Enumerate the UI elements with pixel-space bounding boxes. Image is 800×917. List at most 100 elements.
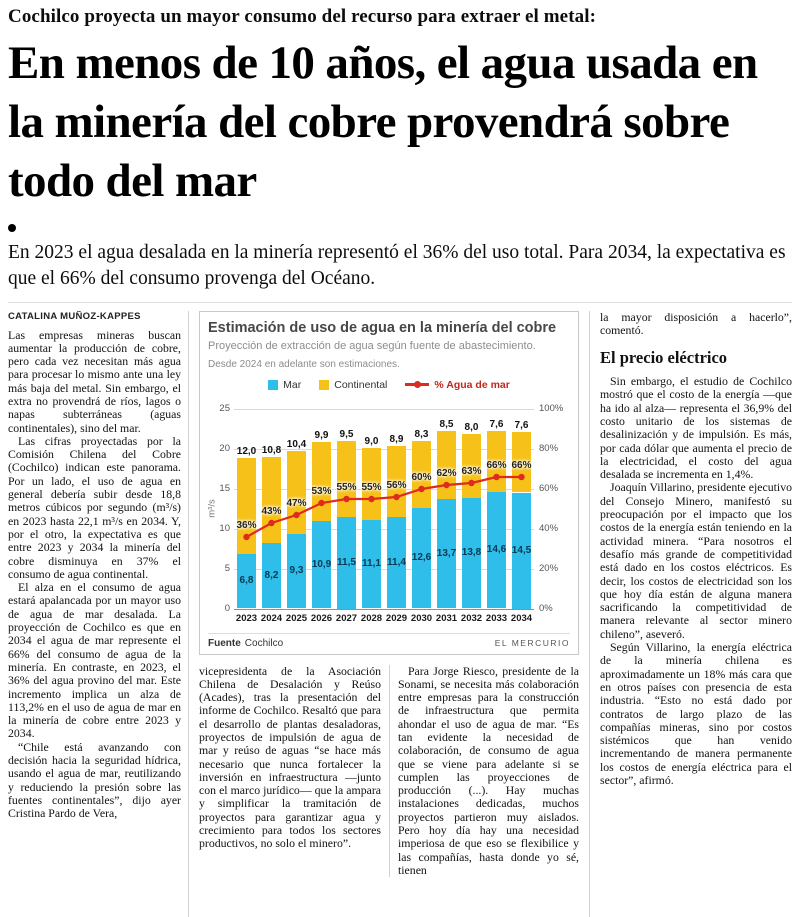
gridline — [234, 608, 534, 610]
mar-value-label: 10,9 — [311, 558, 332, 570]
kicker: Cochilco proyecta un mayor consumo del r… — [8, 6, 597, 27]
bar-mar — [512, 492, 531, 609]
legend-label: % Agua de mar — [434, 378, 510, 391]
line-percent-label: 55% — [361, 481, 382, 493]
mar-value-label: 6,8 — [239, 575, 254, 587]
line-percent-label: 62% — [436, 467, 457, 479]
line-percent-label: 53% — [311, 485, 332, 497]
line-percent-label: 55% — [336, 481, 357, 493]
bar-mar — [337, 516, 356, 609]
bar-mar — [312, 521, 331, 609]
center-column: Estimación de uso de agua en la minería … — [188, 310, 590, 917]
bar-continental — [437, 430, 456, 499]
gridline — [234, 568, 534, 570]
continental-value-label: 8,3 — [414, 429, 429, 441]
bar-mar — [437, 498, 456, 609]
mar-value-label: 14,6 — [486, 544, 507, 556]
bar-continental — [387, 446, 406, 518]
continental-value-label: 9,0 — [364, 435, 379, 447]
line-percent-label: 63% — [461, 465, 482, 477]
bar-mar — [387, 517, 406, 609]
continental-value-label: 10,4 — [286, 438, 307, 450]
y-axis-tick-left: 10 — [219, 522, 230, 534]
continental-value-label: 7,6 — [489, 418, 504, 430]
article-paragraph: “Chile está avanzando con decisión hacia… — [8, 739, 181, 821]
line-percent-label: 47% — [286, 497, 307, 509]
gridline — [234, 408, 534, 410]
bar-mar — [412, 507, 431, 609]
line-percent-label: 56% — [386, 479, 407, 491]
continental-value-label: 7,6 — [514, 419, 529, 431]
legend-label: Continental — [334, 378, 388, 391]
y-axis-tick-right: 40% — [539, 522, 559, 534]
mar-value-label: 11,4 — [387, 556, 406, 568]
mar-value-label: 8,2 — [264, 569, 279, 581]
x-axis-label: 2029 — [385, 612, 408, 624]
article-paragraph: Para Jorge Riesco, presidente de la Sona… — [398, 664, 579, 877]
bar-mar — [487, 491, 506, 609]
article-paragraph: Joaquín Villarino, presidente ejecutivo … — [600, 480, 792, 641]
gridline — [234, 528, 534, 530]
article-paragraph: la mayor disposición a hacerlo”, comentó… — [600, 310, 792, 337]
mar-value-label: 13,8 — [461, 547, 482, 559]
line-percent-label: 60% — [411, 471, 432, 483]
mid-left-column: vicepresidenta de la Asociación Chilena … — [199, 665, 389, 878]
article-paragraph: Las cifras proyectadas por la Comisión C… — [8, 433, 181, 581]
mar-value-label: 11,1 — [362, 558, 381, 570]
gridline — [234, 448, 534, 450]
line-percent-label: 66% — [511, 459, 532, 471]
legend-label: Mar — [283, 378, 302, 391]
continental-value-label: 9,9 — [314, 430, 329, 442]
y-axis-tick-left: 25 — [219, 402, 230, 414]
y-axis-tick-left: 0 — [224, 602, 230, 614]
mar-value-label: 14,5 — [511, 544, 532, 556]
chart-source-row: Fuente Cochilco EL MERCURIO — [208, 632, 570, 649]
continental-value-label: 8,0 — [464, 422, 479, 434]
article-paragraph: Las empresas mineras buscan aumentar la … — [8, 327, 181, 435]
bar-mar — [462, 498, 481, 609]
x-axis-label: 2023 — [235, 612, 258, 624]
y-axis-tick-right: 20% — [539, 562, 559, 574]
bar-continental — [237, 458, 256, 555]
x-axis-label: 2031 — [435, 612, 458, 624]
legend-item-mar: Mar — [268, 379, 301, 391]
y-axis-tick-left: 15 — [219, 482, 230, 494]
y-axis-tick-left: 5 — [224, 562, 230, 574]
chart-source: Fuente Cochilco — [208, 638, 283, 649]
y-axis-tick-left: 20 — [219, 442, 230, 454]
x-axis-label: 2026 — [310, 612, 333, 624]
mar-value-label: 9,3 — [289, 565, 304, 577]
continental-value-label: 12,0 — [236, 446, 257, 458]
byline: CATALINA MUÑOZ-KAPPES — [8, 310, 141, 322]
continental-value-label: 10,8 — [261, 444, 282, 456]
continental-value-label: 8,5 — [439, 418, 454, 430]
x-axis-label: 2033 — [485, 612, 508, 624]
continental-swatch-icon — [319, 379, 330, 390]
x-axis-label: 2034 — [510, 612, 533, 624]
credit: EL MERCURIO — [494, 637, 570, 648]
chart-legend: Mar Continental % Agua de mar — [208, 379, 570, 391]
y-axis-tick-right: 80% — [539, 442, 559, 454]
x-axis-label: 2032 — [460, 612, 483, 624]
line-percent-label: 43% — [261, 505, 282, 517]
legend-item-continental: Continental — [319, 379, 387, 391]
deck: En 2023 el agua desalada en la minería r… — [8, 240, 792, 303]
bar-mar — [262, 542, 281, 609]
chart-subtitle: Proyección de extracción de agua según f… — [208, 339, 536, 352]
headline: En menos de 10 años, el agua usada en la… — [8, 37, 758, 208]
source-name: Cochilco — [244, 637, 284, 649]
infographic-chart: Estimación de uso de agua en la minería … — [199, 310, 579, 655]
source-label: Fuente — [208, 637, 241, 649]
bar-continental — [362, 447, 381, 520]
bar-mar — [362, 519, 381, 609]
bar-mar — [237, 554, 256, 609]
section-bullet — [8, 223, 16, 232]
continental-value-label: 9,5 — [339, 428, 354, 440]
line-percent-label: 36% — [236, 519, 257, 531]
y-axis-tick-right: 60% — [539, 482, 559, 494]
gridline — [234, 488, 534, 490]
right-column: la mayor disposición a hacerlo”, comentó… — [590, 311, 792, 917]
continental-value-label: 8,9 — [389, 434, 404, 446]
chart-title: Estimación de uso de agua en la minería … — [208, 319, 557, 336]
